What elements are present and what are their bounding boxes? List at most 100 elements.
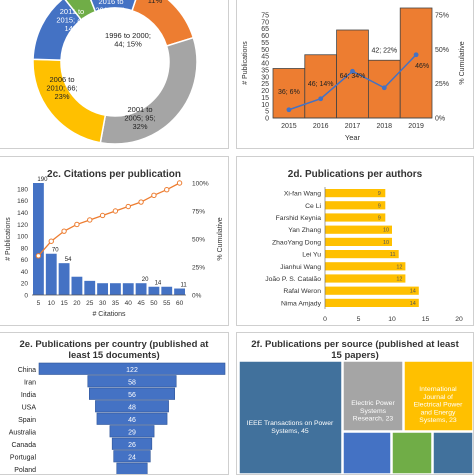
x-tick-label: 2019 bbox=[408, 123, 424, 130]
y-tick-label: 65 bbox=[261, 26, 269, 33]
bar bbox=[110, 283, 121, 295]
y-tick-label: 15 bbox=[261, 95, 269, 102]
data-label: 14 bbox=[410, 289, 416, 295]
category-label: João P. S. Catalão bbox=[265, 276, 321, 283]
y-tick-label: 0 bbox=[24, 293, 28, 300]
y-tick-label: 35 bbox=[261, 67, 269, 74]
pie-slice-label: 11% bbox=[148, 0, 163, 5]
y2-tick-label: 50% bbox=[435, 47, 449, 54]
data-label: 42; 22% bbox=[371, 47, 397, 54]
category-label: Xi-fan Wang bbox=[284, 191, 321, 198]
x-axis-label: # Citations bbox=[92, 311, 126, 318]
treemap-tile-label: IEEE Transactions on Power Systems, 45 bbox=[247, 420, 334, 435]
bar bbox=[325, 250, 399, 259]
bar bbox=[161, 286, 173, 295]
y-tick-label: 120 bbox=[17, 222, 28, 229]
data-label: 12 bbox=[396, 277, 402, 283]
y-tick-label: 80 bbox=[21, 245, 29, 252]
y-tick-label: 30 bbox=[261, 74, 269, 81]
category-label: Poland bbox=[14, 467, 36, 474]
x-tick-label: 2015 bbox=[281, 123, 297, 130]
x-tick-label: 55 bbox=[163, 300, 171, 307]
y2-tick-label: 25% bbox=[435, 81, 449, 88]
panel-2e-funnel: 2e. Publications per country (published … bbox=[0, 332, 229, 475]
bar bbox=[325, 286, 419, 295]
data-label: 10 bbox=[383, 228, 389, 234]
funnel-bar bbox=[95, 400, 169, 413]
y-tick-label: 25 bbox=[261, 81, 269, 88]
data-label: 14 bbox=[410, 301, 416, 307]
y2-tick-label: 75% bbox=[192, 209, 205, 216]
data-label: 46% bbox=[415, 63, 429, 70]
x-tick-label: 30 bbox=[99, 300, 107, 307]
panel-2f-treemap: 2f. Publications per source (published a… bbox=[236, 332, 474, 475]
x-tick-label: 20 bbox=[455, 316, 463, 323]
cumulative-point bbox=[112, 208, 119, 214]
bar-chart-2d: Xi-fan Wang 9 Ce Li 9 Farshid Keynia 9 Yan Zha… bbox=[265, 187, 463, 323]
x-tick-label: 20 bbox=[73, 300, 81, 307]
data-label: 70 bbox=[52, 248, 59, 254]
cumulative-point bbox=[318, 96, 324, 102]
pie-slice bbox=[90, 0, 137, 13]
x-tick-label: 15 bbox=[60, 300, 68, 307]
cumulative-point bbox=[35, 253, 42, 259]
x-tick-label: 2016 bbox=[313, 123, 329, 130]
cumulative-point bbox=[48, 238, 54, 244]
y2-tick-label: 0% bbox=[435, 116, 445, 123]
bar bbox=[325, 225, 392, 234]
category-label: Yan Zhang bbox=[288, 227, 321, 234]
cumulative-point bbox=[87, 217, 93, 223]
x-tick-label: 2018 bbox=[377, 123, 393, 130]
data-label: 12 bbox=[396, 264, 402, 270]
bar bbox=[58, 263, 70, 295]
bar bbox=[325, 213, 386, 222]
data-label: 56 bbox=[128, 392, 136, 399]
cumulative-point bbox=[350, 68, 355, 74]
bar bbox=[45, 253, 57, 295]
funnel-bar bbox=[96, 412, 168, 425]
panel-2b-bar: 75 70 65 60 55 50 45 40 35 30 25 20 15 10 5 0 75% 50% 25% 0… bbox=[236, 0, 474, 149]
data-label: 10 bbox=[383, 240, 389, 246]
cumulative-line bbox=[37, 182, 180, 257]
data-label: 58 bbox=[128, 380, 136, 387]
treemap-tile-label: International Journal of Electrical Power a… bbox=[414, 386, 463, 424]
y-tick-label: 75 bbox=[261, 12, 269, 19]
y-tick-label: 160 bbox=[17, 198, 28, 205]
funnel-bar bbox=[89, 387, 175, 400]
cumulative-point bbox=[164, 187, 170, 193]
treemap-chart-2f: IEEE Transactions on Power Systems, 45 Ele… bbox=[238, 360, 473, 474]
bar bbox=[325, 237, 392, 246]
bar bbox=[71, 276, 83, 295]
data-label: 14 bbox=[155, 281, 162, 287]
y2-tick-label: 50% bbox=[192, 237, 205, 244]
pie-slice-label: 2011 to 2015; 40; 14% bbox=[56, 7, 87, 33]
funnel-bar bbox=[87, 375, 177, 388]
treemap-tile bbox=[238, 360, 343, 474]
pie-slice-label: 1996 to 2000; 44; 15% bbox=[105, 31, 151, 49]
funnel-bar bbox=[113, 450, 151, 463]
bar bbox=[399, 7, 433, 119]
cumulative-point bbox=[125, 203, 131, 210]
cumulative-point bbox=[151, 192, 157, 199]
data-label: 11 bbox=[390, 252, 396, 258]
category-label: Rafal Weron bbox=[283, 288, 321, 295]
data-label: 122 bbox=[126, 367, 138, 374]
cumulative-point bbox=[61, 228, 67, 234]
treemap-tile bbox=[342, 360, 404, 432]
bar bbox=[97, 283, 108, 295]
x-tick-label: 0 bbox=[323, 316, 327, 323]
y2-tick-label: 100% bbox=[192, 181, 209, 188]
bar bbox=[325, 262, 406, 271]
category-label: Australia bbox=[9, 430, 36, 437]
y-tick-label: 20 bbox=[261, 88, 269, 95]
data-label: 46 bbox=[128, 417, 136, 424]
bar bbox=[325, 189, 386, 198]
data-label: 9 bbox=[378, 216, 381, 222]
y-tick-label: 45 bbox=[261, 54, 269, 61]
y-tick-label: 60 bbox=[21, 257, 29, 264]
cumulative-point bbox=[176, 180, 183, 186]
treemap-tile bbox=[432, 431, 473, 474]
y-tick-label: 20 bbox=[21, 281, 29, 288]
x-tick-label: 10 bbox=[388, 316, 396, 323]
treemap-tile bbox=[391, 431, 433, 474]
